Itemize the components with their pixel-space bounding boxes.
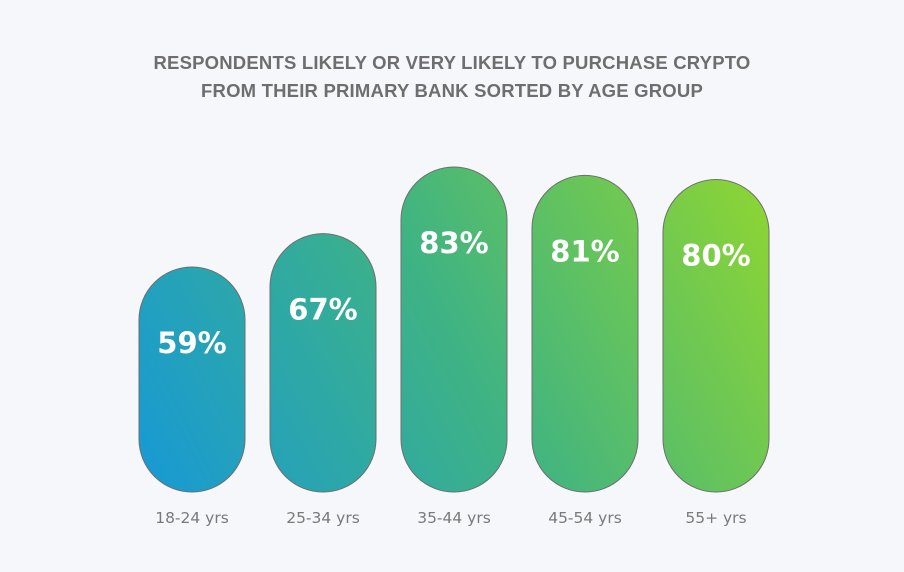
bar-group-55-yrs: 80% 55+ yrs xyxy=(662,179,770,527)
bar-group-25-34-yrs: 67% 25-34 yrs xyxy=(269,233,377,527)
bar-group-35-44-yrs: 83% 35-44 yrs xyxy=(400,166,508,527)
chart-title-line-1: RESPONDENTS LIKELY OR VERY LIKELY TO PUR… xyxy=(153,52,751,73)
bar xyxy=(531,174,639,493)
category-label: 55+ yrs xyxy=(685,509,746,527)
category-label: 25-34 yrs xyxy=(286,509,360,527)
bar-value-label: 81% xyxy=(550,234,619,268)
category-label: 18-24 yrs xyxy=(155,509,229,527)
chart-title-line-2: FROM THEIR PRIMARY BANK SORTED BY AGE GR… xyxy=(201,80,703,101)
bar-value-label: 83% xyxy=(419,226,488,260)
category-label: 45-54 yrs xyxy=(548,509,622,527)
bar-value-label: 59% xyxy=(157,326,226,360)
bar xyxy=(138,266,246,493)
bar-value-label: 67% xyxy=(288,293,357,327)
bar-group-18-24-yrs: 59% 18-24 yrs xyxy=(138,266,246,527)
bar xyxy=(662,179,770,493)
bar xyxy=(400,166,508,493)
category-label: 35-44 yrs xyxy=(417,509,491,527)
bar-group-45-54-yrs: 81% 45-54 yrs xyxy=(531,174,639,527)
bar-value-label: 80% xyxy=(681,239,750,273)
bar xyxy=(269,233,377,493)
